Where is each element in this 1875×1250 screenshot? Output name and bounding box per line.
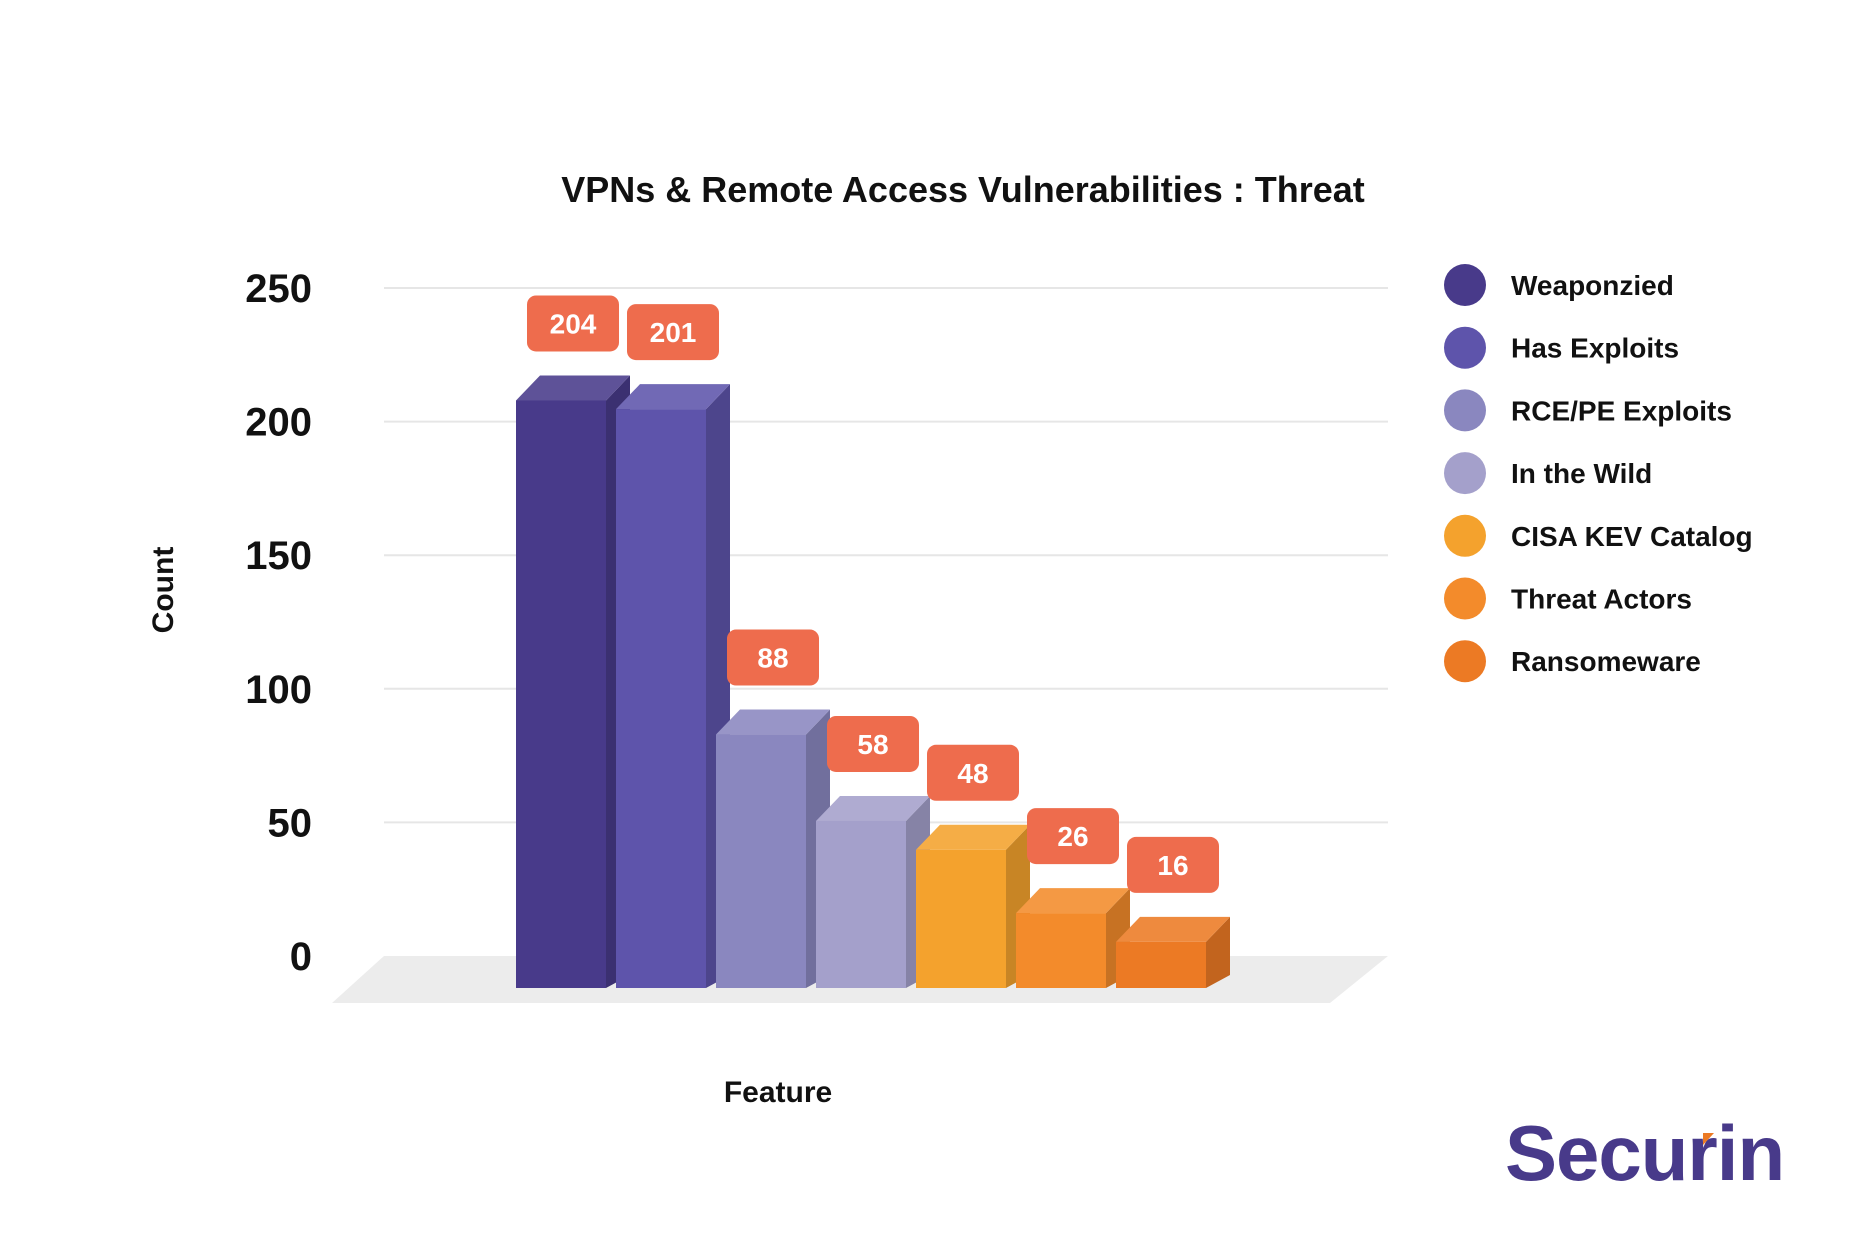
data-label-box [627, 304, 719, 361]
bar-top [1116, 916, 1230, 942]
bar-side [1206, 916, 1230, 988]
bar-front [616, 409, 706, 988]
legend-item: CISA KEV Catalog [1444, 514, 1753, 557]
legend-swatch-icon [1444, 326, 1486, 369]
bar-top [716, 709, 830, 735]
legend-label: Threat Actors [1511, 584, 1692, 615]
y-tick-label: 200 [245, 401, 312, 445]
data-label: 201 [650, 317, 697, 348]
legend-item: In the Wild [1444, 452, 1652, 495]
legend-label: Weaponzied [1511, 270, 1674, 301]
bar-top [516, 375, 630, 401]
legend-swatch-icon [1444, 514, 1486, 557]
bar-front [816, 820, 906, 988]
y-axis-label: Count [147, 547, 180, 634]
legend-label: Ransomeware [1511, 646, 1701, 677]
legend-item: Ransomeware [1444, 640, 1701, 683]
bar-front [716, 734, 806, 988]
legend-label: RCE/PE Exploits [1511, 395, 1732, 426]
data-label-box [527, 295, 619, 352]
legend-label: In the Wild [1511, 458, 1652, 489]
bar-front [516, 400, 606, 989]
securin-logo: Securin [1505, 1109, 1785, 1197]
logo-text: Securin [1505, 1109, 1784, 1197]
y-tick-label: 50 [268, 801, 313, 845]
x-axis-label: Feature [724, 1076, 832, 1109]
legend-swatch-icon [1444, 452, 1486, 495]
bar: 26 [1016, 808, 1130, 988]
data-label-box [727, 629, 819, 686]
bar: 16 [1116, 836, 1230, 988]
data-label-box [1127, 836, 1219, 893]
legend-item: Weaponzied [1444, 264, 1674, 306]
bar: 204 [516, 295, 630, 989]
bar-top [916, 824, 1030, 850]
legend-swatch-icon [1444, 640, 1486, 683]
bar-front [916, 849, 1006, 988]
legend-swatch-icon [1444, 389, 1486, 432]
legend-swatch-icon [1444, 577, 1486, 620]
bar: 201 [616, 304, 730, 988]
data-label: 58 [857, 729, 888, 760]
y-tick-label: 0 [290, 935, 312, 979]
y-tick-label: 100 [245, 668, 312, 712]
data-label: 204 [550, 308, 597, 339]
bar-front [1116, 941, 1206, 988]
y-tick-label: 150 [245, 534, 312, 578]
legend-item: RCE/PE Exploits [1444, 389, 1732, 432]
data-label: 88 [757, 643, 788, 674]
bar-top [816, 795, 930, 821]
data-label: 26 [1057, 821, 1088, 852]
bar-top [616, 384, 730, 410]
data-label-box [927, 744, 1019, 801]
bar: 48 [916, 744, 1030, 988]
y-tick-label: 250 [245, 267, 312, 311]
data-label: 48 [957, 758, 988, 789]
legend-label: CISA KEV Catalog [1511, 521, 1753, 552]
bar-front [1016, 913, 1106, 988]
legend-item: Threat Actors [1444, 577, 1692, 620]
data-label-box [827, 715, 919, 772]
legend-label: Has Exploits [1511, 333, 1679, 364]
data-label: 16 [1157, 850, 1188, 881]
chart-title: VPNs & Remote Access Vulnerabilities : T… [561, 169, 1365, 210]
legend-item: Has Exploits [1444, 326, 1679, 369]
legend-swatch-icon [1444, 264, 1486, 306]
bar: 88 [716, 629, 830, 988]
bar-top [1016, 888, 1130, 914]
bar: 58 [816, 715, 930, 988]
data-label-box [1027, 808, 1119, 865]
logo-accent [1703, 1133, 1714, 1145]
